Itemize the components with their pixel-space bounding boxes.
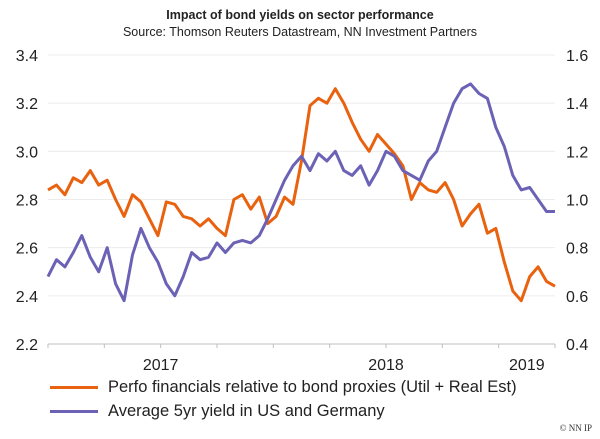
- y-right-tick-label: 0.4: [566, 337, 588, 354]
- copyright-text: © NN IP: [559, 423, 592, 433]
- y-left-tick-label: 3.4: [16, 48, 38, 65]
- legend-item-yield: Average 5yr yield in US and Germany: [50, 402, 385, 421]
- gridlines: [48, 54, 555, 297]
- y-right-tick-label: 1.2: [566, 144, 588, 161]
- y-left-tick-label: 2.2: [16, 337, 38, 354]
- y-right-tick-label: 1.4: [566, 96, 588, 113]
- y-left-tick-label: 3.0: [16, 144, 38, 161]
- series-lines: [46, 82, 556, 303]
- legend-label: Average 5yr yield in US and Germany: [108, 402, 385, 420]
- legend-swatch-purple: [50, 410, 98, 413]
- y-right-tick-label: 1.0: [566, 193, 588, 210]
- x-tick-label: 2017: [143, 357, 179, 374]
- y-left-tick-label: 2.8: [16, 193, 38, 210]
- y-left-tick-label: 2.6: [16, 241, 38, 258]
- y-left-tick-label: 3.2: [16, 96, 38, 113]
- legend-label: Perfo financials relative to bond proxie…: [108, 378, 517, 396]
- chart-title: Impact of bond yields on sector performa…: [166, 8, 434, 22]
- series-line-0: [47, 87, 556, 303]
- legend-item-financials: Perfo financials relative to bond proxie…: [50, 378, 517, 397]
- series-line-1: [46, 82, 555, 303]
- x-tick-label: 2019: [509, 357, 545, 374]
- chart-subtitle: Source: Thomson Reuters Datastream, NN I…: [122, 25, 478, 39]
- y-right-tick-label: 1.6: [566, 48, 588, 65]
- y-axis-right: 0.4 0.6 0.8 1.0 1.2 1.4 1.6: [566, 48, 588, 354]
- legend-swatch-orange: [50, 386, 98, 389]
- y-axis-left: 2.2 2.4 2.6 2.8 3.0 3.2 3.4: [16, 48, 38, 354]
- x-tick-label: 2018: [368, 357, 404, 374]
- x-axis: 2017 2018 2019: [47, 343, 556, 374]
- y-right-tick-label: 0.6: [566, 289, 588, 306]
- y-right-tick-label: 0.8: [566, 241, 588, 258]
- y-left-tick-label: 2.4: [16, 289, 38, 306]
